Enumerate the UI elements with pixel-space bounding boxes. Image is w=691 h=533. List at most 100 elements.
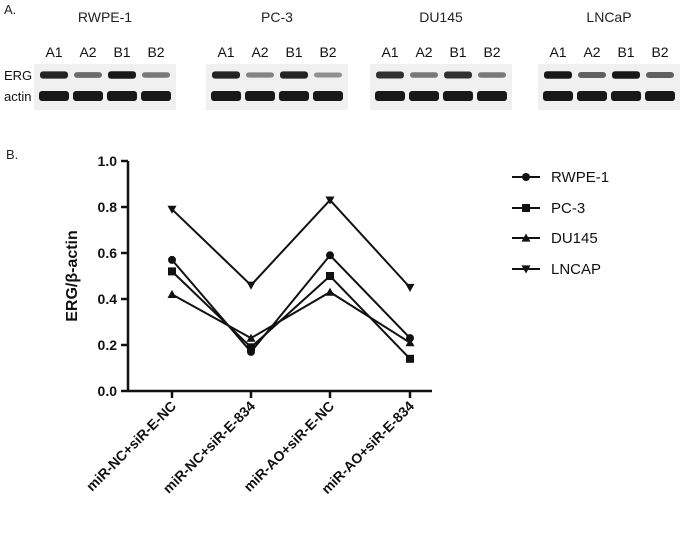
erg-band — [444, 71, 472, 79]
data-point — [406, 334, 414, 343]
data-point — [406, 354, 414, 363]
blot-membrane — [538, 64, 680, 110]
blot-pc-3: PC-3 A1 A2 B1 B2 — [206, 9, 348, 110]
actin-band — [39, 91, 69, 101]
lane-label: B2 — [483, 44, 500, 60]
blot-membrane — [370, 64, 512, 110]
legend-marker — [521, 233, 531, 242]
blot-cell-line-label: DU145 — [419, 9, 463, 25]
y-tick-label: 1.0 — [98, 153, 118, 169]
erg-band — [74, 72, 102, 78]
lane-label: A2 — [415, 44, 432, 60]
y-axis-title: ERG/β-actin — [64, 230, 81, 322]
actin-band — [141, 91, 171, 101]
y-tick-label: 0.6 — [98, 245, 118, 261]
data-point — [247, 343, 255, 352]
erg-band — [646, 72, 674, 78]
series-rwpe-1 — [168, 251, 414, 356]
erg-band — [280, 71, 308, 79]
lane-label: A2 — [251, 44, 268, 60]
legend-marker — [522, 204, 530, 212]
erg-band — [212, 71, 240, 79]
legend-label: DU145 — [551, 230, 598, 247]
actin-band — [375, 91, 405, 101]
data-point — [168, 255, 176, 264]
erg-band — [142, 72, 170, 78]
legend-marker — [521, 265, 531, 274]
data-point — [405, 338, 415, 347]
blot-cell-line-label: RWPE-1 — [78, 9, 132, 25]
lane-label: A1 — [549, 44, 566, 60]
erg-band — [578, 72, 606, 78]
lane-label: A1 — [381, 44, 398, 60]
data-point — [246, 281, 256, 290]
y-tick-label: 0.2 — [98, 337, 118, 353]
legend-marker — [522, 173, 530, 181]
actin-band — [645, 91, 675, 101]
series-lncap — [167, 196, 415, 292]
blot-group: ERG actin RWPE-1 A1 A2 B1 B2 PC-3 A1 A2 B1 B2 DU145 A… — [4, 9, 680, 110]
series-du145 — [167, 287, 415, 347]
lane-label: B1 — [449, 44, 466, 60]
data-point — [167, 289, 177, 298]
legend-item: DU145 — [512, 230, 598, 247]
chart-group: 0.00.20.40.60.81.0ERG/β-actinmiR-NC+siR-… — [64, 153, 609, 497]
actin-band — [73, 91, 103, 101]
erg-band — [314, 72, 342, 78]
row-label-erg: ERG — [4, 68, 32, 83]
panel-a-label: A. — [4, 2, 16, 17]
data-point — [325, 196, 335, 205]
y-tick-label: 0.4 — [98, 291, 118, 307]
data-point — [246, 333, 256, 342]
legend-label: RWPE-1 — [551, 169, 609, 186]
data-point — [168, 267, 176, 276]
actin-band — [211, 91, 241, 101]
panel-b-label: B. — [6, 147, 18, 162]
data-point — [325, 287, 335, 296]
actin-band — [107, 91, 137, 101]
erg-band — [544, 71, 572, 79]
series-line — [171, 198, 411, 289]
actin-band — [477, 91, 507, 101]
blot-rwpe-1: RWPE-1 A1 A2 B1 B2 — [34, 9, 176, 110]
legend: RWPE-1 PC-3 DU145 LNCAP — [512, 169, 609, 278]
actin-band — [443, 91, 473, 101]
lane-label: B2 — [651, 44, 668, 60]
blot-du145: DU145 A1 A2 B1 B2 — [370, 9, 512, 110]
data-point — [167, 205, 177, 214]
erg-band — [612, 71, 640, 79]
lane-label: B1 — [617, 44, 634, 60]
actin-band — [245, 91, 275, 101]
y-tick-label: 0.8 — [98, 199, 118, 215]
row-label-actin: actin — [4, 89, 31, 104]
blot-lncap: LNCaP A1 A2 B1 B2 — [538, 9, 680, 110]
actin-band — [543, 91, 573, 101]
erg-band — [40, 71, 68, 79]
lane-label: B1 — [285, 44, 302, 60]
legend-label: PC-3 — [551, 200, 585, 217]
y-tick-label: 0.0 — [98, 383, 118, 399]
legend-item: LNCAP — [512, 261, 601, 278]
erg-band — [108, 71, 136, 79]
lane-label: A1 — [45, 44, 62, 60]
erg-band — [246, 72, 274, 78]
erg-band — [376, 71, 404, 79]
panel-b-line-chart: B. 0.00.20.40.60.81.0ERG/β-actinmiR-NC+s… — [6, 147, 609, 497]
actin-band — [313, 91, 343, 101]
legend-label: LNCAP — [551, 261, 601, 278]
erg-band — [478, 72, 506, 78]
blot-cell-line-label: LNCaP — [586, 9, 631, 25]
erg-band — [410, 72, 438, 78]
blot-cell-line-label: PC-3 — [261, 9, 293, 25]
actin-band — [279, 91, 309, 101]
legend-item: PC-3 — [512, 200, 585, 217]
blot-membrane — [34, 64, 176, 110]
data-point — [326, 251, 334, 260]
series-line — [171, 290, 411, 344]
lane-label: B2 — [147, 44, 164, 60]
actin-band — [409, 91, 439, 101]
lane-label: B2 — [319, 44, 336, 60]
lane-label: A2 — [79, 44, 96, 60]
